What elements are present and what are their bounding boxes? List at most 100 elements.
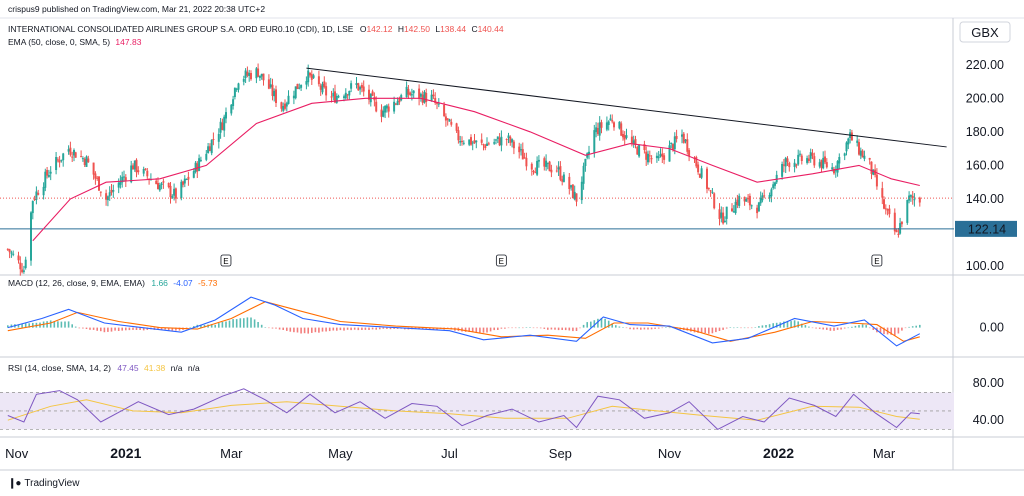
candle-body[interactable] [713,193,716,209]
candle-body[interactable] [809,152,812,159]
candle-body[interactable] [595,127,598,133]
candle-body[interactable] [784,157,787,167]
candle-body[interactable] [60,159,63,161]
tradingview-brand[interactable]: ❙● TradingView [8,478,79,489]
candle-body[interactable] [208,146,211,152]
candle-body[interactable] [774,182,776,186]
candle-body[interactable] [260,73,263,77]
candle-body[interactable] [35,191,38,200]
candle-body[interactable] [418,88,421,99]
candle-body[interactable] [346,94,349,96]
candle-body[interactable] [838,157,841,164]
candle-body[interactable] [155,180,158,185]
candle-body[interactable] [56,159,59,161]
candle-body[interactable] [296,83,299,89]
candle-body[interactable] [831,167,834,170]
candle-body[interactable] [833,169,835,174]
candle-body[interactable] [863,155,866,159]
candle-body[interactable] [750,205,753,207]
candle-body[interactable] [673,136,676,150]
candle-body[interactable] [496,136,499,140]
candle-body[interactable] [623,135,626,140]
candle-body[interactable] [593,130,596,154]
candle-body[interactable] [300,85,303,88]
earnings-marker[interactable]: E [495,254,507,267]
candle-body[interactable] [173,188,176,196]
candle-body[interactable] [598,122,601,136]
candle-body[interactable] [745,199,748,202]
candle-body[interactable] [312,75,315,78]
candle-body[interactable] [505,139,508,140]
candle-body[interactable] [257,68,260,77]
candle-body[interactable] [160,183,163,186]
candle-body[interactable] [732,211,735,213]
candle-body[interactable] [618,121,621,129]
candle-body[interactable] [813,156,816,166]
candle-body[interactable] [586,153,589,158]
candle-body[interactable] [42,186,45,196]
candle-body[interactable] [298,87,301,89]
candle-body[interactable] [562,174,565,182]
candle-body[interactable] [536,160,539,175]
candle-body[interactable] [613,122,615,128]
candle-body[interactable] [686,139,689,152]
candle-body[interactable] [550,169,553,173]
candle-body[interactable] [609,118,612,121]
candle-body[interactable] [607,121,610,125]
candle-body[interactable] [824,156,826,163]
candle-body[interactable] [806,158,809,163]
candle-body[interactable] [530,163,533,170]
candle-body[interactable] [893,212,896,232]
candle-body[interactable] [171,196,174,198]
candle-body[interactable] [262,73,265,81]
candle-body[interactable] [886,209,889,211]
candle-body[interactable] [532,171,535,172]
candle-body[interactable] [187,176,190,180]
candle-body[interactable] [307,70,310,83]
candle-body[interactable] [611,120,614,122]
candle-body[interactable] [250,73,252,80]
candle-body[interactable] [158,185,161,191]
candle-body[interactable] [568,176,571,189]
candle-body[interactable] [230,104,233,114]
candle-body[interactable] [843,153,846,156]
candle-body[interactable] [405,86,408,98]
candle-body[interactable] [124,177,127,181]
candle-body[interactable] [85,156,88,167]
candle-body[interactable] [650,158,653,160]
candle-body[interactable] [235,88,238,90]
candle-body[interactable] [132,165,134,170]
candle-body[interactable] [450,121,453,125]
candle-body[interactable] [359,86,362,90]
trendline[interactable] [306,67,947,148]
candle-body[interactable] [475,140,478,143]
candle-body[interactable] [872,169,875,175]
candle-body[interactable] [845,142,848,152]
candle-body[interactable] [182,181,184,185]
candle-body[interactable] [117,182,120,188]
candle-body[interactable] [706,168,708,189]
candle-body[interactable] [647,153,649,163]
candle-body[interactable] [167,183,170,187]
candle-body[interactable] [62,153,65,161]
candle-body[interactable] [672,144,674,150]
macd-pane[interactable] [7,296,921,347]
candle-body[interactable] [22,270,25,272]
candle-body[interactable] [144,168,147,170]
candle-body[interactable] [747,198,750,200]
candle-body[interactable] [757,202,760,212]
candle-body[interactable] [285,103,288,107]
candle-body[interactable] [142,169,145,174]
candle-body[interactable] [695,157,698,167]
candle-body[interactable] [246,71,249,76]
candle-body[interactable] [137,170,140,173]
candle-body[interactable] [534,172,537,174]
candle-body[interactable] [255,68,258,79]
candle-body[interactable] [782,164,785,166]
candle-body[interactable] [900,221,903,225]
rsi-pane[interactable] [0,388,954,431]
candle-body[interactable] [105,193,108,200]
candle-body[interactable] [571,184,574,198]
candle-body[interactable] [133,160,136,170]
candle-body[interactable] [605,122,608,130]
